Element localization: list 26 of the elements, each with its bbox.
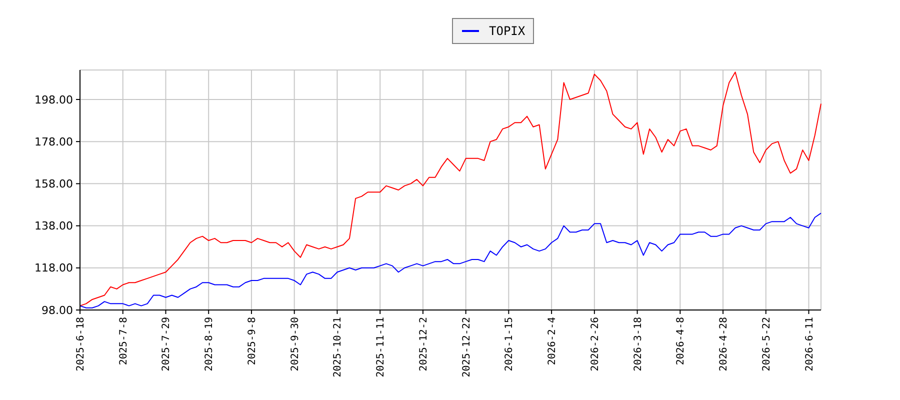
x-tick-label: 2025-7-29 xyxy=(161,317,172,372)
y-tick-label: 118.00 xyxy=(34,262,73,275)
x-tick-label: 2026-2-26 xyxy=(590,317,601,372)
x-tick-label: 2025-10-21 xyxy=(332,317,344,378)
x-tick-label: 2026-6-11 xyxy=(804,317,816,372)
legend-label: TOPIX xyxy=(489,23,526,39)
y-tick-label: 158.00 xyxy=(34,178,73,191)
x-tick-label: 2025-8-19 xyxy=(204,317,216,372)
line-series xyxy=(80,72,822,306)
x-tick-label: 2026-3-18 xyxy=(632,317,644,372)
x-tick-label: 2025-9-30 xyxy=(290,317,301,372)
x-tick-label: 2025-7-8 xyxy=(118,317,130,366)
x-tick-label: 2026-4-28 xyxy=(718,317,730,372)
x-tick-label: 2026-5-22 xyxy=(761,317,772,372)
x-tick-label: 2026-2-4 xyxy=(547,317,558,366)
x-tick-label: 2026-4-8 xyxy=(676,317,687,366)
y-tick-label: 98.00 xyxy=(42,304,73,317)
y-tick-label: 178.00 xyxy=(34,135,73,148)
x-tick-label: 2025-11-11 xyxy=(376,317,387,378)
x-tick-label: 2025-9-8 xyxy=(246,317,258,366)
y-tick-label: 138.00 xyxy=(34,220,73,233)
x-tick-label: 2025-12-22 xyxy=(461,317,472,378)
x-tick-label: 2026-1-15 xyxy=(504,317,516,372)
y-tick-label: 198.00 xyxy=(34,93,73,106)
x-tick-label: 2025-12-2 xyxy=(418,317,430,372)
x-tick-label: 2025-6-18 xyxy=(76,317,86,372)
